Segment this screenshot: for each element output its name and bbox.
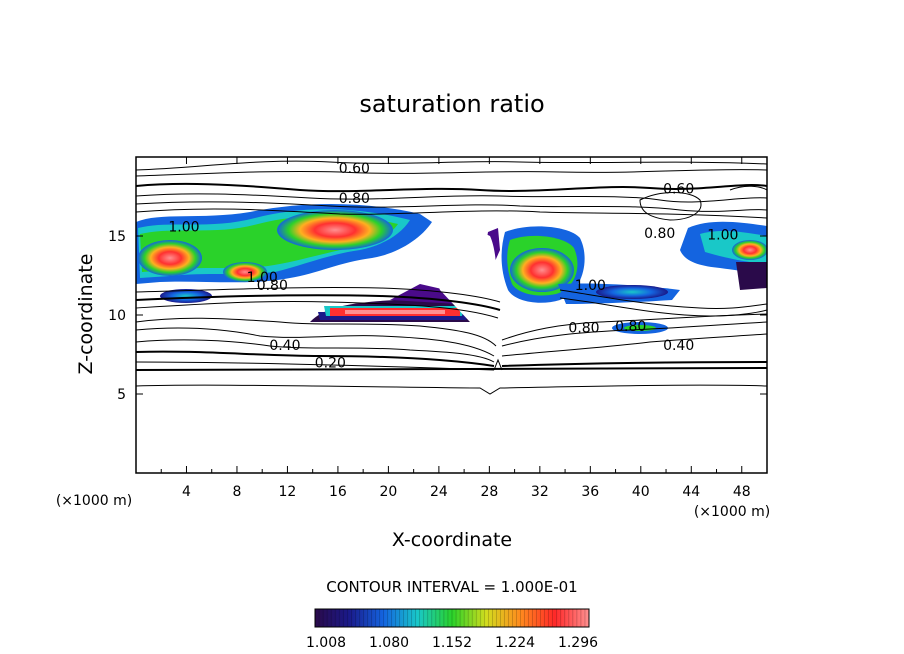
colorbar-tick-label: 1.008	[306, 635, 346, 651]
y-axis-label: Z-coordinate	[75, 254, 97, 375]
contour-label: 0.60	[663, 182, 694, 198]
contour-label: 0.40	[663, 338, 694, 354]
fill-lower-center-slab	[310, 284, 472, 322]
contour-label: 1.00	[247, 270, 278, 286]
colorbar-tick-label: 1.296	[558, 635, 598, 651]
y-axis-unit: (×1000 m)	[56, 493, 132, 509]
contour-label: 1.00	[575, 278, 606, 294]
x-tick-label: 16	[329, 484, 347, 500]
contour-labels: 0.600.800.601.00 0.80 1.001.000.80 1.000.80…	[168, 161, 738, 371]
chart-title: saturation ratio	[359, 90, 544, 118]
x-tick-label: 20	[379, 484, 397, 500]
x-tick-label: 44	[682, 484, 700, 500]
contour-label: 0.40	[269, 338, 300, 354]
plot-area	[136, 160, 767, 395]
x-tick-label: 36	[581, 484, 599, 500]
x-tick-label: 28	[480, 484, 498, 500]
colorbar-tick-label: 1.152	[432, 635, 472, 651]
contour-label: 0.80	[615, 319, 646, 335]
x-tick-label: 32	[531, 484, 549, 500]
fill-upper-left-band	[136, 204, 432, 303]
colorbar-ticks: 1.008 1.080 1.152 1.224 1.296	[306, 609, 598, 651]
x-tick-label: 24	[430, 484, 448, 500]
contour-label: 0.60	[339, 161, 370, 177]
y-axis-ticks: 5 10 15	[108, 229, 767, 403]
contour-lines	[136, 160, 767, 395]
contour-label: 1.00	[168, 220, 199, 236]
contour-label: 0.80	[257, 278, 288, 294]
x-tick-label: 4	[182, 484, 191, 500]
contour-label: 1.00	[707, 227, 738, 243]
x-tick-label: 48	[733, 484, 751, 500]
fill-right-edge	[680, 221, 767, 290]
y-tick-label: 5	[117, 387, 126, 403]
y-tick-label: 10	[108, 308, 126, 324]
x-tick-label: 12	[279, 484, 297, 500]
contour-label: 0.80	[568, 321, 599, 337]
x-axis-unit: (×1000 m)	[694, 504, 770, 520]
colorbar-tick-label: 1.080	[369, 635, 409, 651]
contour-interval-label: CONTOUR INTERVAL = 1.000E-01	[326, 578, 577, 596]
colorbar-tick-label: 1.224	[495, 635, 535, 651]
contour-label: 0.20	[315, 355, 346, 371]
x-tick-label: 8	[232, 484, 241, 500]
y-tick-label: 15	[108, 229, 126, 245]
colorbar	[314, 608, 590, 628]
x-axis-ticks: 4 8 12 16 20 24 28 32 36 40 44 48	[160, 157, 751, 500]
x-tick-label: 40	[632, 484, 650, 500]
contour-label: 0.80	[644, 226, 675, 242]
x-axis-label: X-coordinate	[392, 529, 512, 551]
contour-label: 0.80	[339, 191, 370, 207]
